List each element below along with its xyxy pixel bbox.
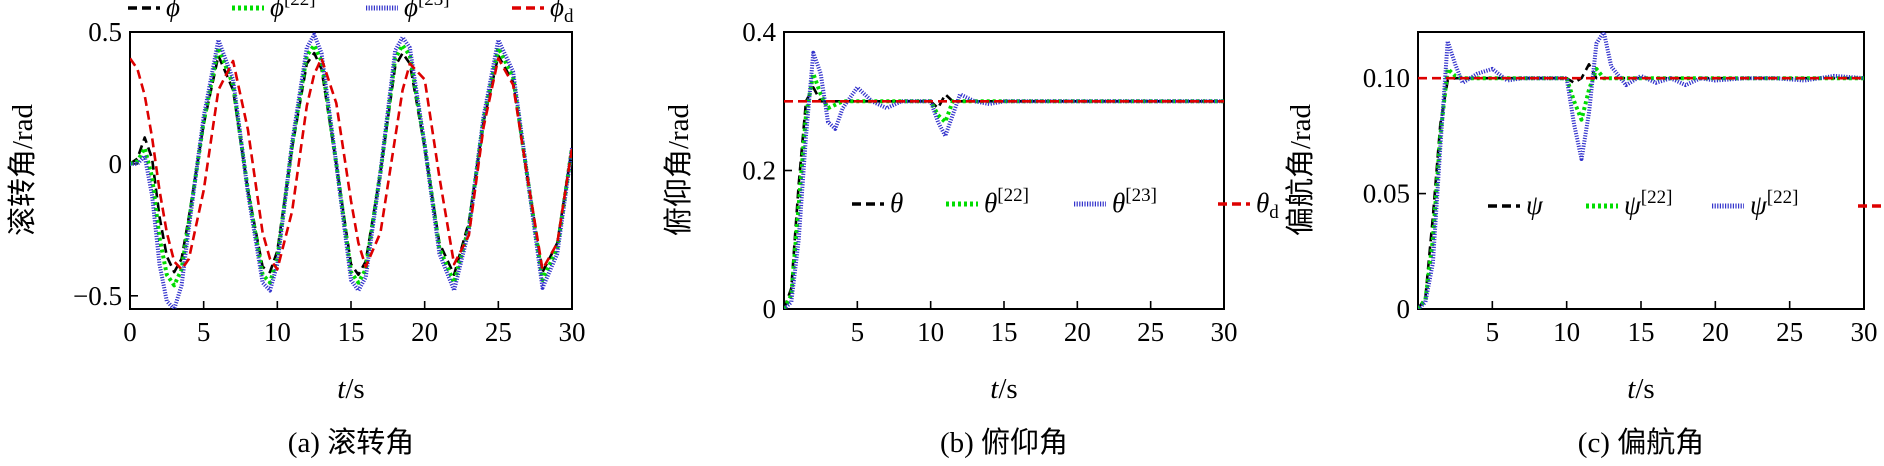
x-tick-label: 15 [1628,317,1655,347]
x-tick-label: 30 [559,317,586,347]
x-tick-label: 0 [123,317,137,347]
x-tick-label: 20 [1702,317,1729,347]
legend-subscript: d [1269,202,1279,223]
y-tick-label: 0.2 [742,156,776,186]
series-line-3 [130,57,572,271]
series-line-2 [784,50,1224,309]
legend-symbol: ϕ [404,0,418,22]
legend-symbol: θ [1256,188,1269,218]
y-tick-label: 0 [109,149,123,179]
y-tick-label: 0 [1397,294,1411,324]
legend-entry-label: ψ [1526,190,1544,220]
plot-frame [1417,31,1865,310]
x-tick-label: 20 [1064,317,1091,347]
legend-superscript: [23] [1125,185,1157,206]
plot-frame [783,31,1225,310]
legend-superscript: [22] [997,185,1029,206]
series-group [1418,32,1864,309]
legend-entry-label: ϕd [550,0,574,27]
legend-symbol: θ [1112,188,1125,218]
legend-superscript: [22] [1641,187,1673,208]
legend-entry-label: ϕ [166,0,180,22]
x-axis-unit: /s [998,373,1017,405]
y-tick-label: 0.5 [88,17,122,47]
y-tick-label: 0.10 [1363,63,1410,93]
legend-symbol: ψ [1526,190,1544,220]
legend-entry-label: θd [1256,188,1279,223]
legend-superscript: [22] [284,0,316,10]
legend: ϕϕ[22]ϕ[23]ϕd [128,0,574,27]
series-group [130,32,572,309]
series-line-2 [130,32,572,309]
x-axis-unit: /s [1635,373,1654,405]
x-tick-label: 10 [1553,317,1580,347]
tick-group: 5 10 15 20 25 30 0 0.2 0.4 [742,17,1237,347]
legend-entry-label: ϕ[22] [270,0,316,22]
x-axis-variable: t [990,373,999,405]
tick-group: 0 5 10 15 20 25 30−0.500.5 [73,17,585,347]
legend-symbol: θ [890,188,903,218]
y-tick-label: 0.4 [742,17,776,47]
x-tick-label: 15 [991,317,1018,347]
legend-entry-label: θ[22] [984,185,1029,218]
y-tick-label: 0 [763,294,777,324]
legend-superscript: [22] [1767,187,1799,208]
legend-subscript: d [564,6,574,27]
x-tick-label: 5 [197,317,211,347]
x-tick-label: 30 [1851,317,1878,347]
x-tick-label: 25 [1776,317,1803,347]
legend-symbol: ϕ [550,0,564,22]
panel-caption: (b) 俯仰角 [940,426,1068,459]
panel-caption: (a) 滚转角 [288,426,414,459]
legend: θ θ[22] θ[23] θd [852,185,1279,223]
x-axis-label: t/s [1627,373,1654,405]
series-group [784,50,1224,309]
legend-entry-label: θ [890,188,903,218]
y-tick-label: 0.05 [1363,179,1410,209]
x-tick-label: 10 [264,317,291,347]
legend: ψψ[22]ψ[22]ψd [1488,187,1884,220]
legend-entry-label: ψ[22] [1624,187,1672,220]
legend-symbol: ψ [1750,190,1768,220]
legend-entry-label: ψ[22] [1750,187,1798,220]
series-line-1 [130,43,572,288]
series-line-2 [1418,32,1864,309]
y-tick-label: −0.5 [73,281,122,311]
x-tick-label: 5 [851,317,865,347]
x-tick-label: 20 [411,317,438,347]
series-line-1 [1418,66,1864,309]
x-tick-label: 25 [485,317,512,347]
y-axis-label: 偏航角/rad [1284,103,1317,236]
x-tick-label: 5 [1486,317,1500,347]
legend-entry-label: ϕ[23] [404,0,450,22]
tick-group: 5 10 15 20 25 30 0 0.05 0.10 [1363,63,1878,347]
legend-symbol: θ [984,188,997,218]
y-axis-label: 滚转角/rad [6,103,39,236]
x-axis-variable: t [337,373,346,405]
panel-caption: (c) 偏航角 [1578,426,1704,459]
x-axis-variable: t [1627,373,1636,405]
x-tick-label: 25 [1137,317,1164,347]
legend-symbol: ϕ [166,0,180,22]
x-axis-unit: /s [345,373,364,405]
x-axis-label: t/s [990,373,1017,405]
legend-symbol: ψ [1624,190,1642,220]
series-line-0 [130,51,572,277]
y-axis-label: 俯仰角/rad [662,103,695,236]
x-tick-label: 30 [1211,317,1238,347]
x-tick-label: 10 [917,317,944,347]
legend-symbol: ϕ [270,0,284,22]
legend-entry-label: θ[23] [1112,185,1157,218]
x-axis-label: t/s [337,373,364,405]
x-tick-label: 15 [338,317,365,347]
legend-superscript: [23] [418,0,450,10]
